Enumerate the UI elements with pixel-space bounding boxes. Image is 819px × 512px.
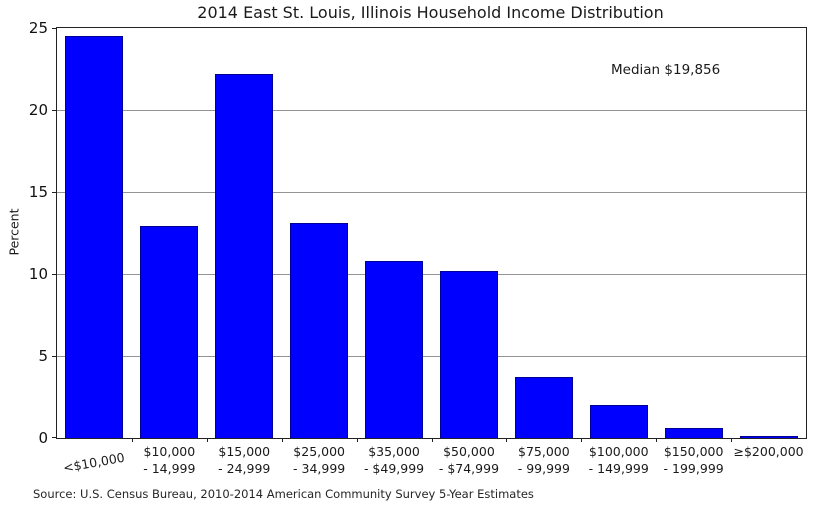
y-tick xyxy=(52,274,56,275)
bar xyxy=(439,270,498,438)
x-tick xyxy=(506,438,508,442)
y-tick-label: 20 xyxy=(28,101,48,119)
source-caption: Source: U.S. Census Bureau, 2010-2014 Am… xyxy=(33,487,534,501)
bar xyxy=(65,36,124,438)
y-tick xyxy=(52,356,56,357)
x-tick-label-line: $15,000 xyxy=(218,444,271,459)
x-tick-label-line: - 24,999 xyxy=(218,460,271,476)
bar xyxy=(140,226,199,438)
bar xyxy=(739,436,798,438)
x-tick xyxy=(356,438,358,442)
x-tick-label-line: - 14,999 xyxy=(143,460,196,476)
x-tick-label-line: $50,000 xyxy=(443,444,495,459)
x-tick xyxy=(731,438,733,442)
x-tick-label: ≥$200,000 xyxy=(733,444,803,461)
x-tick xyxy=(281,438,283,442)
gridline xyxy=(57,109,806,111)
x-tick-label: $100,000- 149,999 xyxy=(589,444,649,477)
x-tick xyxy=(206,438,208,442)
x-tick-label-line: - 34,999 xyxy=(293,460,346,476)
x-tick-label-line: - $49,999 xyxy=(363,460,425,476)
y-tick-label: 0 xyxy=(38,429,48,447)
y-tick-label: 25 xyxy=(28,19,48,37)
y-tick-label: 10 xyxy=(28,265,48,283)
x-tick-label-line: - $74,999 xyxy=(438,460,500,476)
y-tick xyxy=(52,192,56,193)
y-tick-label: 5 xyxy=(38,347,48,365)
y-tick xyxy=(52,437,56,438)
bar xyxy=(365,260,424,438)
bar xyxy=(664,428,723,438)
bar xyxy=(215,73,274,438)
x-tick xyxy=(131,438,133,442)
gridline xyxy=(57,355,806,357)
x-tick-label-line: - 149,999 xyxy=(588,460,649,476)
x-tick-label-line: ≥$200,000 xyxy=(733,444,804,459)
x-tick xyxy=(581,438,583,442)
x-tick-label: $75,000- 99,999 xyxy=(518,444,570,477)
x-tick-label: $35,000- $49,999 xyxy=(364,444,424,477)
bar xyxy=(290,223,349,438)
x-tick-label-line: - 199,999 xyxy=(663,460,724,476)
x-tick-label-line: - 99,999 xyxy=(517,460,570,476)
x-tick-label: $10,000- 14,999 xyxy=(143,444,195,477)
x-tick-label: $50,000- $74,999 xyxy=(439,444,499,477)
bar xyxy=(589,405,648,438)
x-tick-label: <$10,000 xyxy=(62,450,126,477)
gridline xyxy=(57,273,806,275)
y-tick xyxy=(52,28,56,29)
x-tick-label-line: $150,000 xyxy=(663,444,724,459)
x-tick-label-line: $75,000 xyxy=(517,444,570,459)
x-tick-label-line: $10,000 xyxy=(143,444,196,459)
plot-area: 0 5 10 15 20 25 <$10,000 $10,000- 14,999 $15,000… xyxy=(29,19,807,476)
x-tick xyxy=(656,438,658,442)
x-tick-label-line: $100,000 xyxy=(588,444,649,459)
x-tick xyxy=(431,438,433,442)
gridline xyxy=(57,191,806,193)
x-tick-label-line: $25,000 xyxy=(293,444,345,459)
x-tick-label: $25,000- 34,999 xyxy=(293,444,345,477)
bar xyxy=(514,377,573,438)
y-tick-label: 15 xyxy=(28,183,48,201)
median-annotation: Median $19,856 xyxy=(611,62,721,78)
chart-title: 2014 East St. Louis, Illinois Household … xyxy=(197,3,664,22)
y-axis-label: Percent xyxy=(6,208,22,256)
x-tick-label: $15,000- 24,999 xyxy=(218,444,270,477)
x-tick-label-line: <$10,000 xyxy=(62,449,127,476)
y-tick xyxy=(52,110,56,111)
x-tick-label-line: $35,000 xyxy=(368,444,420,459)
x-tick-label: $150,000- 199,999 xyxy=(664,444,724,477)
